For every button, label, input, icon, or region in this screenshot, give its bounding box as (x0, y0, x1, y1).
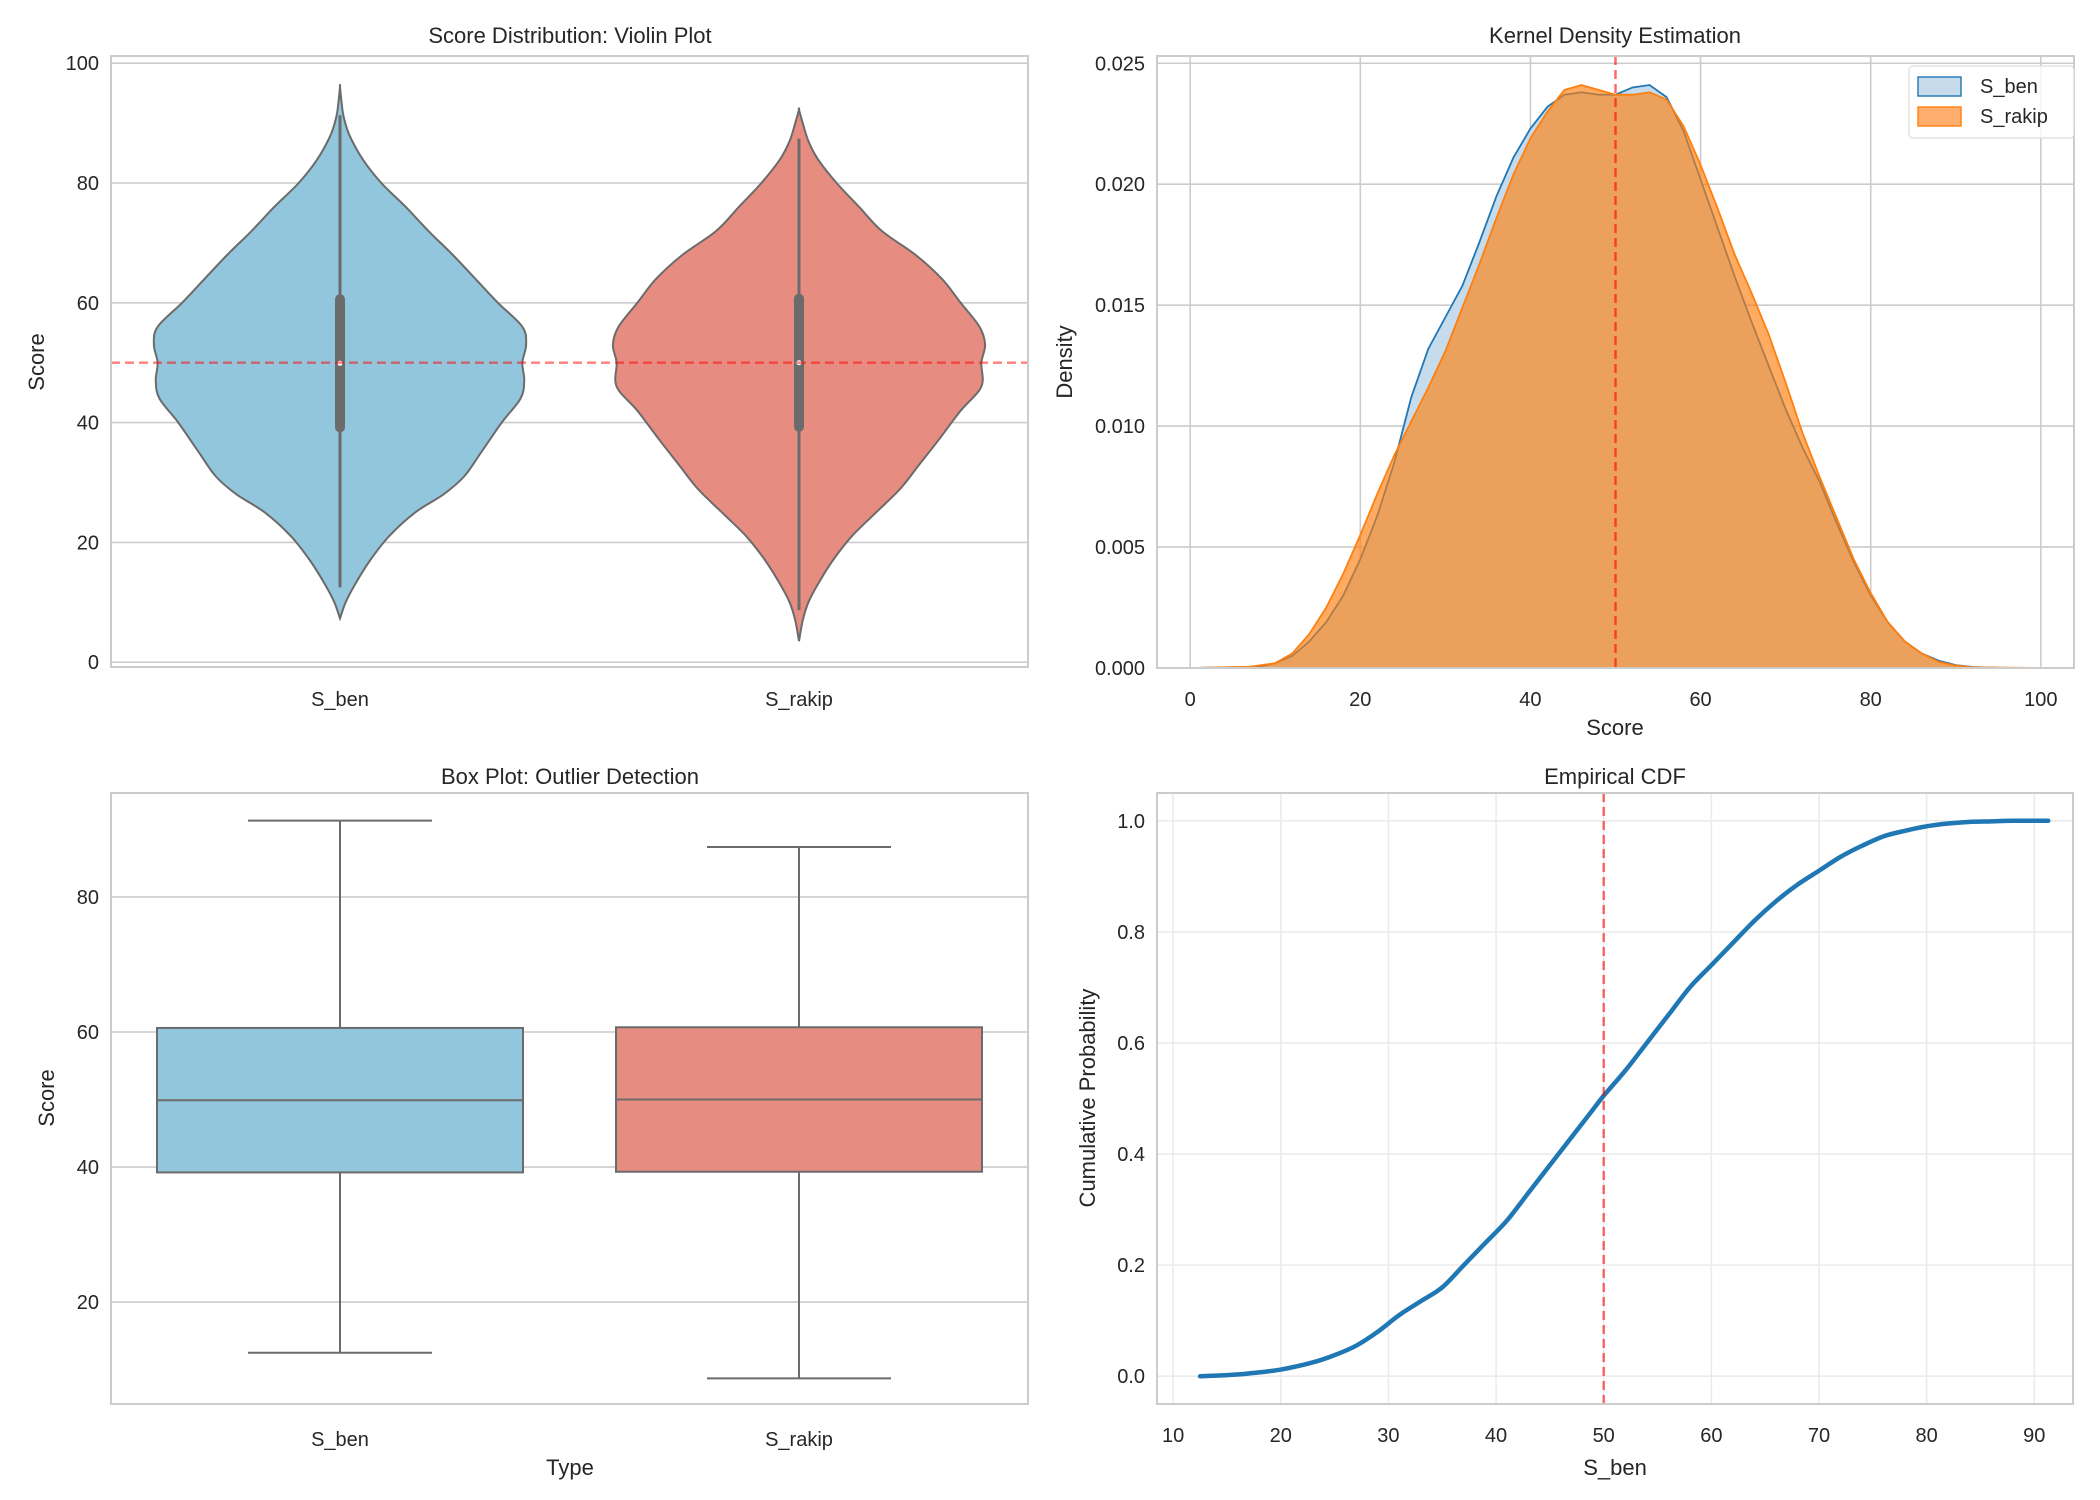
ecdf-ytick-label: 0.0 (1117, 1366, 1145, 1388)
violin-ylabel: Score (24, 333, 49, 390)
kde-xlabel: Score (1586, 715, 1643, 740)
ecdf-xtick-label: 10 (1162, 1425, 1184, 1447)
legend-label-s-rakip: S_rakip (1980, 106, 2048, 128)
ecdf-xtick-label: 80 (1915, 1425, 1937, 1447)
ecdf-line-s-ben (1197, 818, 2051, 1379)
legend-label-s-ben: S_ben (1980, 76, 2038, 98)
kde-xtick-label: 20 (1349, 689, 1371, 711)
box-ytick-label: 20 (77, 1292, 99, 1314)
ecdf-ytick-label: 0.8 (1117, 922, 1145, 944)
violin-ytick-label: 40 (77, 413, 99, 435)
ecdf-xtick-label: 90 (2023, 1425, 2045, 1447)
violin-ytick-label: 60 (77, 293, 99, 315)
ecdf-panel: Empirical CDF Cumulative Probability S_b… (1075, 764, 2074, 1480)
ecdf-ytick-label: 0.6 (1117, 1033, 1145, 1055)
kde-ytick-label: 0.020 (1095, 174, 1145, 196)
ecdf-xtick-label: 70 (1808, 1425, 1830, 1447)
ecdf-xtick-label: 30 (1377, 1425, 1399, 1447)
kde-panel: Kernel Density Estimation Density Score … (1052, 23, 2075, 740)
kde-area-s-rakip (1190, 85, 2041, 669)
kde-axes-frame (1156, 55, 2075, 669)
kde-xtick-label: 80 (1860, 689, 1882, 711)
ecdf-xtick-label: 20 (1270, 1425, 1292, 1447)
ecdf-xlabel: S_ben (1583, 1455, 1647, 1480)
kde-ytick-label: 0.000 (1095, 658, 1145, 680)
box-ytick-label: 40 (77, 1157, 99, 1179)
ecdf-ylabel: Cumulative Probability (1075, 989, 1100, 1208)
kde-xtick-label: 0 (1185, 689, 1196, 711)
violin-ytick-label: 100 (66, 53, 99, 75)
box-xtick-s-ben: S_ben (311, 1429, 369, 1451)
ecdf-xtick-label: 40 (1485, 1425, 1507, 1447)
violin-xtick-s-rakip: S_rakip (765, 689, 833, 711)
kde-legend: S_ben S_rakip (1908, 65, 2075, 139)
kde-ytick-label: 0.005 (1095, 537, 1145, 559)
box-xtick-s-rakip: S_rakip (765, 1429, 833, 1451)
violin-title: Score Distribution: Violin Plot (428, 23, 711, 48)
kde-ytick-label: 0.025 (1095, 53, 1145, 75)
kde-xtick-label: 60 (1689, 689, 1711, 711)
ecdf-xtick-label: 50 (1593, 1425, 1615, 1447)
violin-xtick-s-ben: S_ben (311, 689, 369, 711)
kde-title: Kernel Density Estimation (1489, 23, 1741, 48)
box-ytick-label: 80 (77, 887, 99, 909)
ecdf-ytick-label: 0.4 (1117, 1144, 1145, 1166)
violin-ytick-label: 80 (77, 173, 99, 195)
violin-axes-frame (110, 55, 1029, 668)
box-title: Box Plot: Outlier Detection (441, 764, 699, 789)
ecdf-axes-frame (1156, 792, 2074, 1405)
ecdf-ytick-label: 1.0 (1117, 811, 1145, 833)
kde-xtick-label: 40 (1519, 689, 1541, 711)
ecdf-xtick-label: 60 (1700, 1425, 1722, 1447)
ecdf-ytick-label: 0.2 (1117, 1255, 1145, 1277)
legend-swatch-s-rakip (1917, 106, 1962, 127)
violin-ytick-label: 20 (77, 532, 99, 554)
violin-ytick-label: 0 (88, 652, 99, 674)
ecdf-title: Empirical CDF (1544, 764, 1686, 789)
box-xlabel: Type (546, 1455, 594, 1480)
legend-swatch-s-ben (1917, 76, 1962, 97)
violin-panel: Score Distribution: Violin Plot Score 0 2… (24, 23, 1029, 711)
box-ytick-label: 60 (77, 1022, 99, 1044)
box-ylabel: Score (34, 1069, 59, 1126)
kde-xtick-label: 100 (2024, 689, 2057, 711)
kde-line-s-rakip (1190, 84, 2041, 669)
kde-ylabel: Density (1052, 325, 1077, 398)
box-axes-frame (110, 792, 1029, 1405)
kde-ytick-label: 0.010 (1095, 416, 1145, 438)
kde-ytick-label: 0.015 (1095, 295, 1145, 317)
box-panel: Box Plot: Outlier Detection Score Type 2… (34, 764, 1029, 1480)
